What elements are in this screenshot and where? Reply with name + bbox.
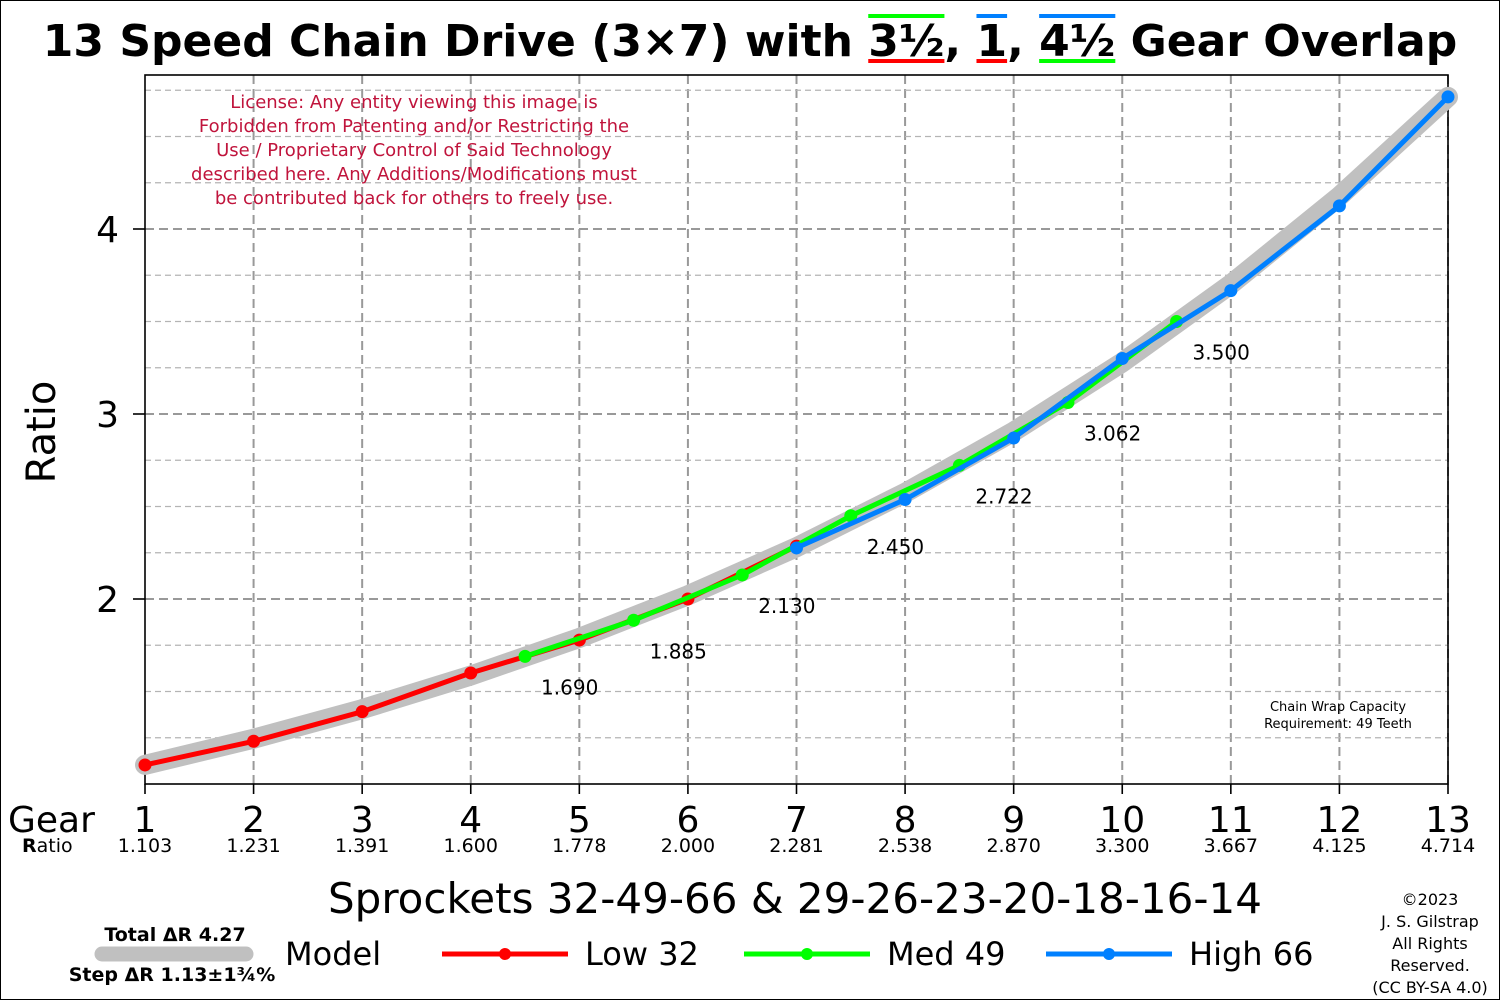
step-delta-ratio: Step ΔR 1.13±1¾%	[69, 964, 276, 986]
gear-ratio-label: 1.103	[118, 835, 172, 857]
gear-ratio-label: 1.778	[552, 835, 606, 857]
title-overlap-1: 3½	[868, 16, 944, 67]
gear-ratio-label: 4.125	[1312, 835, 1366, 857]
data-point	[1115, 352, 1129, 365]
legend-high-marker	[1103, 948, 1115, 960]
data-point	[898, 492, 912, 506]
legend-med-marker	[801, 948, 813, 960]
chain-wrap-line: Requirement: 49 Teeth	[1264, 717, 1412, 732]
title-overlap-3: 4½	[1039, 16, 1115, 67]
legend-med-label: Med 49	[887, 935, 1006, 973]
x-tick-label: 6	[676, 800, 699, 841]
copyright-line: All Rights	[1392, 934, 1467, 953]
data-point	[1224, 284, 1238, 298]
copyright-line: Reserved.	[1390, 956, 1470, 975]
x-tick-label: 1	[134, 800, 157, 841]
ratio-row-label: Ratio	[22, 835, 73, 857]
x-tick-label: 7	[785, 800, 808, 841]
data-label: 2.722	[975, 484, 1032, 508]
legend-high-label: High 66	[1189, 935, 1313, 973]
data-label: 2.130	[758, 594, 815, 618]
gear-ratio-label: 3.300	[1095, 835, 1149, 857]
data-point	[1332, 199, 1346, 213]
series-layer	[135, 86, 1458, 775]
title-overlap-2: 1	[976, 16, 1007, 67]
x-tick-label: 13	[1425, 800, 1471, 841]
x-tick-label: 11	[1208, 800, 1254, 841]
copyright: ©2023 J. S. Gilstrap All Rights Reserved…	[1372, 890, 1488, 997]
y-axis-title: Ratio	[19, 381, 65, 484]
chart-title: 13 Speed Chain Drive (3×7) with 3½, 1, 4…	[43, 16, 1457, 67]
x-axis-title: Sprockets 32-49-66 & 29-26-23-20-18-16-1…	[328, 874, 1262, 923]
legend-low-marker	[499, 948, 511, 960]
x-tick-label: 10	[1099, 800, 1145, 841]
data-point	[247, 734, 261, 748]
series-med-49	[518, 315, 1184, 663]
series-high-66	[790, 90, 1455, 555]
x-tick-label: 12	[1317, 800, 1363, 841]
license-line: Forbidden from Patenting and/or Restrict…	[199, 116, 629, 137]
data-point	[844, 509, 858, 523]
data-label: 1.690	[541, 675, 598, 699]
data-point	[627, 613, 641, 627]
gear-ratio-label: 1.231	[226, 835, 280, 857]
data-point	[735, 568, 749, 582]
legend-low-label: Low 32	[585, 935, 699, 973]
gear-ratio-label: 1.391	[335, 835, 389, 857]
data-label: 2.450	[867, 535, 924, 559]
gear-ratio-label: 3.667	[1204, 835, 1258, 857]
y-tick-label: 4	[96, 210, 119, 251]
x-tick-label: 4	[459, 800, 482, 841]
copyright-line: J. S. Gilstrap	[1380, 912, 1479, 931]
gear-ratio-label: 4.714	[1421, 835, 1475, 857]
copyright-line: (CC BY-SA 4.0)	[1372, 978, 1488, 997]
chain-wrap-note: Chain Wrap Capacity Requirement: 49 Teet…	[1264, 700, 1412, 732]
license-line: described here. Any Additions/Modificati…	[191, 164, 637, 185]
data-point	[464, 666, 478, 680]
total-delta-ratio: Total ΔR 4.27	[104, 924, 245, 946]
x-tick-label: 9	[1002, 800, 1025, 841]
y-tick-label: 3	[96, 395, 119, 436]
x-tick-label: 5	[568, 800, 591, 841]
data-label: 3.062	[1084, 422, 1141, 446]
legend: Total ΔR 4.27 Step ΔR 1.13±1¾% Model Low…	[69, 924, 1314, 986]
x-tick-label: 3	[351, 800, 374, 841]
license-line: License: Any entity viewing this image i…	[230, 92, 597, 113]
data-point	[1007, 431, 1021, 445]
gear-ratio-label: 2.870	[986, 835, 1040, 857]
data-point	[1441, 90, 1455, 104]
x-tick-label: 8	[894, 800, 917, 841]
copyright-line: ©2023	[1402, 890, 1459, 909]
gear-ratio-label: 2.000	[661, 835, 715, 857]
data-point	[518, 649, 532, 663]
data-point	[138, 758, 152, 772]
data-point	[355, 705, 369, 719]
x-tick-label: 2	[242, 800, 265, 841]
gear-ratio-label: 2.538	[878, 835, 932, 857]
gear-label: Gear	[8, 800, 95, 841]
y-tick-label: 2	[96, 580, 119, 621]
license-line: be contributed back for others to freely…	[215, 188, 613, 209]
x-axis-ticks: 11.103 21.231 31.391 41.600 51.778 62.000 72.2…	[118, 784, 1475, 857]
license-line: Use / Proprietary Control of Said Techno…	[216, 140, 612, 161]
annotation-layer: 1.690 1.885 2.130 2.450 2.722 3.062 3.500	[541, 341, 1250, 700]
data-label: 1.885	[650, 639, 707, 663]
chain-wrap-line: Chain Wrap Capacity	[1270, 700, 1406, 715]
license-text: License: Any entity viewing this image i…	[191, 92, 637, 209]
gear-ratio-label: 1.600	[444, 835, 498, 857]
title-underlines	[868, 14, 1116, 63]
gear-ratio-label: 2.281	[769, 835, 823, 857]
y-axis-ticks: 2 3 4	[96, 210, 145, 621]
data-label: 3.500	[1193, 341, 1250, 365]
legend-model-label: Model	[285, 935, 381, 973]
data-point	[790, 541, 803, 555]
